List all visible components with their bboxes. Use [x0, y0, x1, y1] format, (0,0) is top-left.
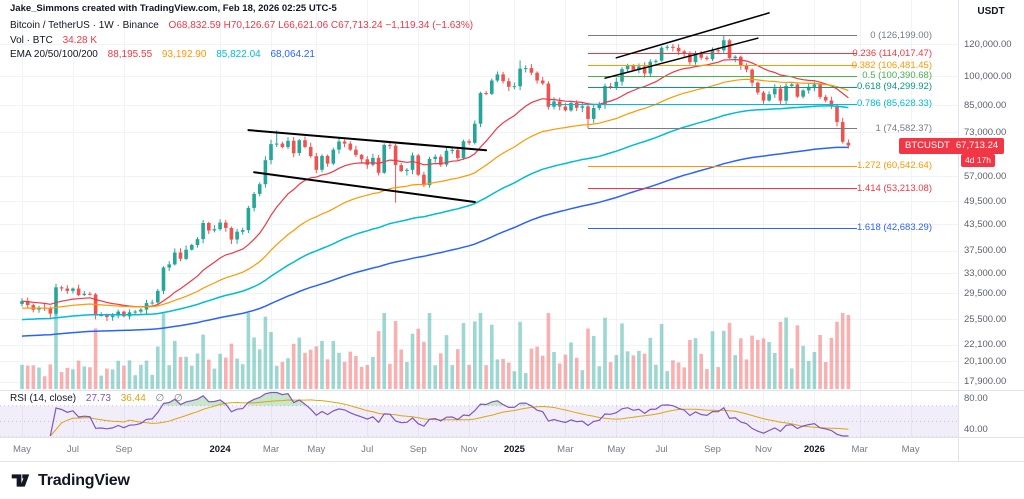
fib-level-label: 0.382 (106,481.45) [851, 59, 932, 71]
time-axis-label: May [13, 444, 31, 455]
rsi-empty-slot-1: ∅ [155, 393, 165, 404]
rsi-empty-slot-2: ∅ [174, 393, 183, 404]
time-axis-label: 2026 [803, 444, 825, 455]
candles [20, 35, 851, 321]
price-axis-currency[interactable]: USDT [977, 6, 1005, 17]
time-axis-label: Nov [460, 444, 478, 455]
time-axis-label: Jul [66, 444, 80, 455]
price-axis-tick: 100,000.00 [964, 70, 1012, 82]
ema-50-line[interactable] [21, 78, 849, 309]
trend-channel-line[interactable] [615, 12, 770, 59]
price-axis-tick: 17,900.00 [964, 376, 1007, 388]
rsi-band [0, 405, 958, 437]
fib-level-label: 0.5 (100,390.68) [862, 70, 932, 82]
symbol-title[interactable]: Bitcoin / TetherUS · 1W · Binance [10, 20, 159, 31]
rsi-legend-row: RSI (14, close) 27.73 36.44 ∅ ∅ [10, 393, 183, 404]
time-axis-label: Mar [851, 444, 868, 455]
ema100-value: 85,822.04 [216, 49, 261, 60]
rsi-line[interactable] [49, 391, 849, 437]
rsi-label[interactable]: RSI (14, close) [10, 393, 77, 404]
fib-retracement-lines[interactable] [548, 35, 857, 229]
tradingview-logo-icon [11, 474, 30, 487]
ema-100-line[interactable] [21, 105, 849, 321]
time-axis-label: Jul [361, 444, 374, 455]
rsi-ma-value: 36.44 [120, 393, 146, 404]
time-axis-label: Sep [115, 444, 133, 455]
bar-close-countdown: 4d 17h [961, 154, 995, 168]
ema-label[interactable]: EMA 20/50/100/200 [10, 49, 98, 60]
fib-level-label: 1 (74,582.37) [875, 122, 932, 134]
price-axis-tick: 57,000.00 [964, 170, 1007, 182]
time-axis-label: Mar [557, 444, 574, 455]
rsi-value: 27.73 [85, 393, 111, 404]
badge-symbol: BTCUSDT [905, 139, 950, 151]
volume-value: 34.28 K [62, 35, 98, 46]
time-axis-label: 2024 [209, 444, 231, 455]
trend-channel-line[interactable] [604, 37, 759, 79]
time-axis-label: Sep [409, 444, 427, 455]
attribution-text: Jake_Simmons created with TradingView.co… [10, 3, 337, 14]
price-axis-tick: 29,500.00 [964, 287, 1007, 299]
chart-grid [0, 0, 958, 437]
tradingview-logo[interactable]: TradingView [10, 470, 130, 491]
time-axis-label: May [901, 444, 920, 455]
rsi-axis-tick: 80.00 [964, 392, 988, 404]
bottom-bar: TradingView [0, 462, 1024, 499]
fib-level-label: 0.618 (94,299.92) [856, 81, 932, 93]
symbol-legend-row: Bitcoin / TetherUS · 1W · Binance O68,83… [10, 20, 473, 31]
badge-price: 67,713.24 [955, 139, 999, 151]
time-axis-label: Mar [262, 444, 280, 455]
time-axis[interactable]: May Jul Sep 2024 Mar May Jul Sep Nov 2025 Mar May Ju… [0, 438, 958, 461]
price-axis-tick: 49,500.00 [964, 195, 1007, 207]
rsi-overbought-fill [248, 392, 305, 406]
ema-legend-row: EMA 20/50/100/200 88,195.55 93,192.90 85… [10, 49, 315, 60]
time-axis-label: Sep [704, 444, 721, 455]
fib-level-label: 1.272 (60,542.64) [856, 160, 932, 172]
price-axis-tick: 33,000.00 [964, 267, 1007, 279]
trend-channels[interactable] [247, 12, 770, 203]
price-axis-tick: 22,100.00 [964, 339, 1007, 351]
volume-label[interactable]: Vol · BTC [10, 35, 53, 46]
price-axis-tick: 20,100.00 [964, 355, 1007, 367]
time-axis-label: May [607, 444, 626, 455]
price-axis-tick: 120,000.00 [964, 38, 1012, 50]
volume-legend-row: Vol · BTC 34.28 K [10, 35, 97, 46]
ohlc-values: O68,832.59 H70,126.67 L66,621.06 C67,713… [168, 20, 474, 31]
ema20-value: 88,195.55 [107, 49, 153, 60]
ema50-value: 93,192.90 [161, 49, 207, 60]
time-axis-label: Nov [755, 444, 772, 455]
rsi-axis-tick: 40.00 [964, 423, 988, 435]
rsi-ma-line[interactable] [49, 399, 849, 437]
ema-20-line[interactable] [21, 58, 849, 308]
price-axis-tick: 25,500.00 [964, 313, 1007, 325]
fib-level-label: 0.236 (114,017.47) [852, 47, 932, 59]
fib-level-label: 1.414 (53,213.08) [856, 182, 932, 194]
volume-bars [20, 313, 851, 389]
price-axis[interactable]: USDT 120,000.00 100,000.00 85,000.00 73,000… [958, 0, 1024, 461]
time-axis-label: May [307, 444, 326, 455]
time-axis-label: 2025 [503, 444, 525, 455]
fib-level-label: 1.618 (42,683.29) [856, 222, 932, 234]
price-axis-tick: 43,500.00 [964, 218, 1007, 230]
ema-200-line[interactable] [21, 146, 849, 337]
pane-separators [0, 0, 1024, 462]
ema200-value: 68,064.21 [270, 49, 315, 60]
trend-channel-line[interactable] [247, 129, 488, 152]
fib-level-label: 0.786 (85,628.33) [856, 98, 932, 110]
fib-level-label: 0 (126,199.00) [870, 29, 932, 41]
price-axis-tick: 85,000.00 [964, 99, 1007, 111]
last-price-badge: BTCUSDT 67,713.24 [899, 137, 1005, 154]
price-axis-tick: 73,000.00 [964, 126, 1007, 138]
trend-channel-line[interactable] [253, 171, 476, 203]
time-axis-label: Jul [655, 444, 668, 455]
tradingview-logo-text: TradingView [38, 471, 130, 489]
price-axis-tick: 37,500.00 [964, 245, 1007, 257]
